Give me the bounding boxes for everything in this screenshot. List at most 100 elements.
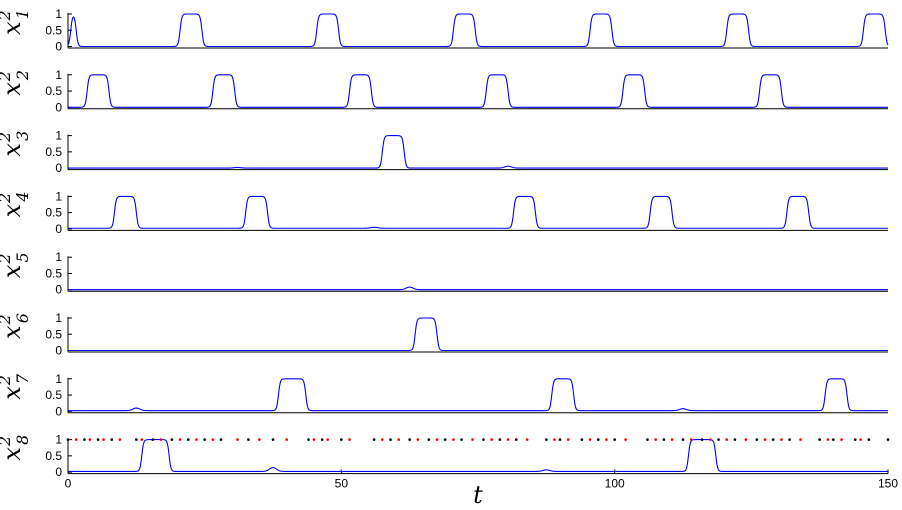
marker-point-black [818, 438, 821, 441]
subplot-7: 0 0.5 1 x27 [0, 372, 888, 418]
y-label-base: x [0, 82, 26, 96]
marker-point-black [372, 438, 376, 441]
marker-point-black [83, 438, 86, 441]
y-tick-label: 0.5 [45, 388, 62, 402]
marker-point-red [654, 438, 657, 441]
x-tick-label: 150 [878, 477, 898, 491]
marker-point-red [744, 438, 748, 441]
y-tick-label: 0 [55, 283, 62, 297]
subplot-5: 0 0.5 1 x25 [0, 250, 888, 297]
marker-point-black [247, 438, 250, 441]
y-label-subscript: 5 [13, 252, 32, 262]
marker-point-red [826, 438, 830, 441]
y-tick-label: 1 [55, 129, 62, 143]
marker-point-black [498, 438, 502, 441]
y-tick-label: 1 [55, 68, 62, 82]
y-label-superscript: 2 [0, 10, 14, 21]
marker-point-red [102, 438, 105, 441]
marker-point-red [285, 438, 288, 441]
y-label-superscript: 2 [0, 193, 14, 204]
marker-point-red [140, 438, 144, 441]
x-tick-label: 0 [65, 477, 72, 491]
series-line [68, 195, 888, 229]
marker-point-red [88, 438, 92, 441]
marker-point-black [110, 438, 114, 441]
marker-point-red [258, 438, 261, 441]
y-tick-label: 0.5 [45, 449, 62, 463]
marker-point-red [178, 438, 182, 441]
marker-point-red [780, 438, 783, 441]
y-label-subscript: 2 [13, 70, 32, 81]
y-label-subscript: 7 [13, 373, 32, 384]
subplot-6: 0 0.5 1 x26 [0, 311, 888, 358]
marker-point-black [681, 438, 685, 441]
subplot-4: 0 0.5 1 x24 [0, 189, 888, 236]
marker-point-red [859, 438, 862, 441]
marker-point-red [525, 438, 529, 441]
marker-point-red [553, 438, 556, 441]
y-tick-label: 0 [55, 40, 62, 54]
marker-point-red [624, 438, 627, 441]
series-line [68, 317, 888, 352]
marker-point-black [558, 438, 562, 441]
y-axis-label: x22 [0, 70, 32, 96]
y-tick-label: 0.5 [45, 145, 62, 159]
marker-point-black [96, 438, 100, 441]
y-label-superscript: 2 [0, 375, 14, 386]
y-label-superscript: 2 [0, 71, 14, 82]
marker-point-black [832, 438, 835, 441]
y-tick-label: 1 [55, 311, 62, 325]
marker-point-black [853, 438, 857, 441]
y-label-base: x [0, 264, 26, 278]
marker-point-red [840, 438, 843, 441]
y-label-subscript: 6 [13, 313, 32, 323]
marker-point-red [381, 438, 384, 441]
marker-point-red [506, 438, 510, 441]
y-label-subscript: 4 [13, 191, 32, 202]
marker-point-black [733, 438, 737, 441]
y-tick-label: 0 [55, 404, 62, 418]
marker-point-black [219, 438, 223, 441]
marker-point-red [670, 438, 674, 441]
y-tick-label: 1 [55, 7, 62, 21]
marker-point-black [460, 438, 463, 441]
marker-point-black [186, 438, 190, 441]
series-line [68, 378, 888, 412]
marker-point-black [389, 438, 392, 441]
marker-point-red [725, 438, 729, 441]
marker-point-black [613, 438, 616, 441]
marker-point-black [135, 438, 138, 441]
marker-point-red [74, 438, 78, 441]
y-label-superscript: 2 [0, 314, 14, 325]
y-label-base: x [0, 447, 26, 461]
y-tick-label: 0.5 [45, 206, 62, 220]
marker-point-black [580, 438, 584, 441]
marker-point-black [545, 438, 548, 441]
marker-point-black [662, 438, 666, 441]
y-axis-label: x28 [0, 435, 32, 461]
series-line [68, 286, 888, 291]
subplot-1: 00.51x21 [0, 7, 889, 54]
y-label-base: x [0, 325, 26, 339]
marker-point-black [514, 438, 518, 441]
marker-point-black [755, 438, 759, 441]
marker-point-red [118, 438, 122, 441]
series-line [68, 74, 888, 108]
y-label-superscript: 2 [0, 436, 14, 447]
marker-point-black [646, 438, 649, 441]
y-tick-label: 0.5 [45, 266, 62, 280]
y-tick-label: 0.5 [45, 23, 62, 37]
marker-point-red [605, 438, 608, 441]
marker-point-red [588, 438, 592, 441]
y-label-base: x [0, 21, 26, 35]
x-tick-label: 100 [605, 477, 625, 491]
y-label-superscript: 2 [0, 132, 14, 143]
marker-point-black [271, 438, 275, 441]
subplot-3: 0 0.5 1 x23 [0, 129, 888, 175]
marker-point-black [320, 438, 324, 441]
y-tick-label: 1 [55, 372, 62, 386]
marker-point-black [408, 438, 411, 441]
y-tick-label: 0 [55, 222, 62, 236]
marker-point-black [788, 438, 791, 441]
